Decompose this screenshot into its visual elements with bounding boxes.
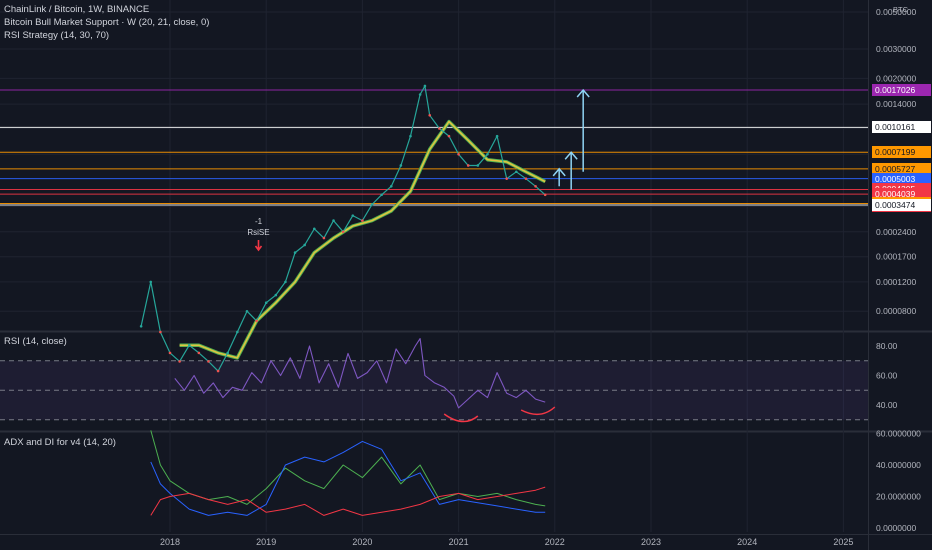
price-tag: 0.0007199 bbox=[872, 146, 931, 159]
x-tick-label: 2024 bbox=[737, 537, 757, 547]
y-tick-label: 0.0000800 bbox=[876, 306, 916, 316]
price-point bbox=[207, 360, 210, 363]
price-point bbox=[423, 84, 427, 88]
price-point bbox=[168, 351, 172, 355]
y-tick-label: 0.0014000 bbox=[876, 99, 916, 109]
price-point bbox=[380, 193, 383, 197]
rsi-divergence-arc-1 bbox=[443, 413, 479, 423]
chart-title: ChainLink / Bitcoin, 1W, BINANCE bbox=[4, 4, 150, 15]
price-tag: 0.0017026 bbox=[872, 84, 931, 96]
y-tick-label: 0.0020000 bbox=[876, 73, 916, 83]
y-tick-label: 0.0002400 bbox=[876, 227, 916, 237]
price-point bbox=[486, 153, 489, 156]
target-arrow-3-head bbox=[576, 88, 590, 98]
price-point bbox=[274, 293, 278, 297]
price-point bbox=[466, 164, 470, 167]
price-point bbox=[255, 319, 258, 323]
price-tag: 0.0005727 bbox=[872, 162, 931, 175]
adx-y-tick-label: 60.0000000 bbox=[876, 429, 921, 439]
rsi-y-tick-label: 40.00 bbox=[876, 400, 898, 410]
price-point bbox=[515, 170, 518, 174]
price-line bbox=[140, 85, 546, 372]
price-point bbox=[303, 243, 306, 247]
x-tick-label: 2021 bbox=[449, 537, 469, 547]
y-tick-label: 0.0030000 bbox=[876, 44, 916, 54]
signal-arrow bbox=[254, 240, 263, 252]
rsi-line bbox=[174, 338, 546, 409]
price-point bbox=[149, 280, 153, 284]
indicator-legend-rsi-strategy[interactable]: RSI Strategy (14, 30, 70) bbox=[4, 30, 110, 41]
price-tag: 0.0005003 bbox=[872, 172, 931, 185]
adx-pane-title[interactable]: ADX and DI for v4 (14, 20) bbox=[4, 437, 116, 448]
price-point bbox=[178, 360, 181, 363]
target-arrow-1-head bbox=[552, 167, 566, 177]
y-tick-label: 0.0001700 bbox=[876, 252, 916, 262]
indicator-legend-bull-support[interactable]: Bitcoin Bull Market Support · W (20, 21,… bbox=[4, 17, 210, 28]
price-point bbox=[524, 177, 528, 180]
price-tag: 0.0004039 bbox=[872, 188, 931, 201]
price-point bbox=[332, 219, 335, 222]
price-point bbox=[418, 93, 422, 96]
rsi-y-tick-label: 60.00 bbox=[876, 371, 898, 381]
currency-label: BTC bbox=[893, 5, 909, 14]
rsi-y-tick-label: 80.00 bbox=[876, 341, 898, 351]
x-tick-label: 2019 bbox=[256, 537, 276, 547]
price-point bbox=[322, 236, 326, 240]
price-point bbox=[264, 301, 268, 305]
price-point bbox=[341, 230, 345, 234]
price-tag: 0.0003474 bbox=[872, 199, 931, 211]
adx-y-tick-label: 0.0000000 bbox=[876, 523, 916, 533]
x-tick-label: 2018 bbox=[160, 537, 180, 547]
price-point bbox=[495, 134, 499, 138]
x-tick-label: 2022 bbox=[545, 537, 565, 547]
x-tick-label: 2020 bbox=[352, 537, 372, 547]
price-point bbox=[476, 164, 480, 167]
price-point bbox=[438, 127, 441, 130]
signal-label-count: -1 bbox=[255, 217, 263, 226]
price-point bbox=[370, 203, 374, 206]
bull-support-line bbox=[179, 120, 546, 359]
x-tick-label: 2025 bbox=[833, 537, 853, 547]
target-arrow-2-head bbox=[564, 151, 578, 160]
price-point bbox=[543, 193, 547, 197]
y-tick-label: 0.0001200 bbox=[876, 277, 916, 287]
price-point bbox=[139, 324, 143, 328]
price-point bbox=[197, 351, 201, 355]
price-point bbox=[361, 219, 364, 222]
price-point bbox=[409, 134, 412, 138]
price-point bbox=[389, 184, 393, 188]
price-point bbox=[505, 177, 509, 180]
y-tick-label: 0.0050000 bbox=[876, 7, 916, 17]
price-point bbox=[534, 184, 537, 188]
price-point bbox=[226, 351, 230, 355]
rsi-divergence-arc-2 bbox=[520, 406, 556, 416]
x-tick-label: 2023 bbox=[641, 537, 661, 547]
price-point bbox=[216, 369, 220, 373]
rsi-pane-title[interactable]: RSI (14, close) bbox=[4, 336, 67, 347]
price-point bbox=[399, 164, 403, 167]
di-minus-line bbox=[150, 440, 546, 516]
price-point bbox=[351, 214, 355, 217]
price-point bbox=[284, 280, 287, 284]
price-point bbox=[428, 114, 432, 117]
price-point bbox=[236, 330, 239, 334]
price-point bbox=[187, 343, 191, 347]
price-point bbox=[245, 309, 249, 313]
price-point bbox=[313, 227, 316, 231]
price-point bbox=[159, 330, 162, 334]
price-point bbox=[293, 251, 297, 254]
price-tag: 0.0010161 bbox=[872, 121, 931, 134]
adx-y-tick-label: 20.0000000 bbox=[876, 492, 921, 502]
adx-y-tick-label: 40.0000000 bbox=[876, 460, 921, 470]
price-point bbox=[457, 153, 460, 156]
signal-label-name: RsiSE bbox=[247, 228, 269, 237]
di-plus-line bbox=[150, 486, 546, 516]
price-point bbox=[447, 134, 451, 138]
